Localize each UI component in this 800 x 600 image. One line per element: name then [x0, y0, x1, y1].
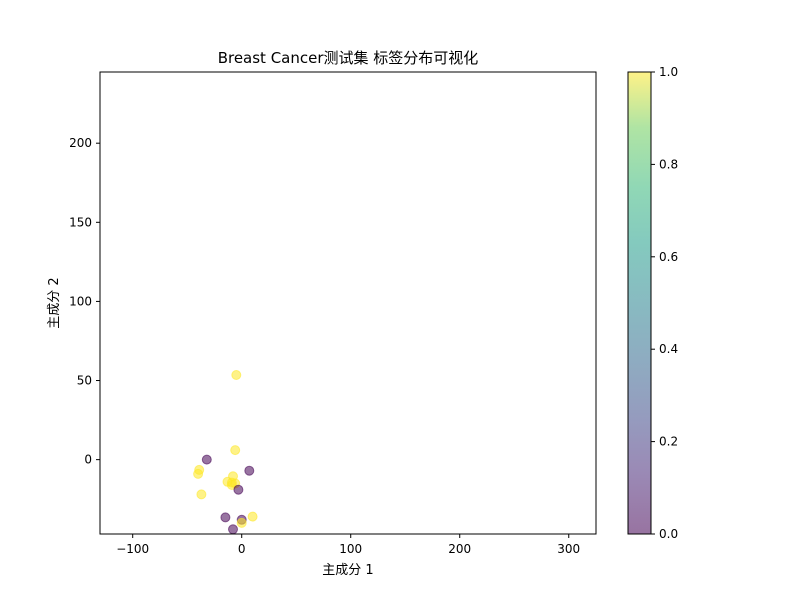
data-point-0	[231, 370, 242, 380]
y-tick-label: 0	[84, 453, 92, 467]
x-tick-label: 200	[448, 542, 471, 556]
data-point-2	[201, 454, 212, 465]
y-tick-label: 50	[77, 374, 92, 388]
data-point-11	[233, 484, 244, 495]
x-axis: −100 0 100 200 300	[116, 534, 580, 556]
chart-title: Breast Cancer测试集 标签分布可视化	[218, 49, 479, 67]
y-tick-label: 200	[69, 136, 92, 150]
x-tick-label: 0	[238, 542, 246, 556]
x-axis-label: 主成分 1	[322, 563, 373, 578]
colorbar-tick-label: 1.0	[659, 65, 678, 79]
colorbar-frame	[627, 71, 652, 535]
x-tick-label: −100	[116, 542, 149, 556]
plot-frame	[99, 71, 597, 535]
colorbar-ticks: 0.0 0.2 0.4 0.6 0.8 1.0	[651, 65, 678, 541]
data-point-14	[247, 511, 258, 522]
data-point-13	[220, 512, 231, 523]
y-axis: 0 50 100 150 200	[69, 136, 100, 467]
data-point-4	[193, 468, 204, 479]
data-point-5	[244, 465, 255, 476]
x-tick-label: 300	[557, 542, 580, 556]
y-tick-label: 150	[69, 215, 92, 229]
colorbar-tick-label: 0.0	[659, 527, 678, 541]
plot-area	[193, 370, 258, 535]
colorbar-gradient	[628, 72, 651, 534]
colorbar: 0.0 0.2 0.4 0.6 0.8 1.0	[627, 65, 678, 541]
colorbar-tick-label: 0.2	[659, 435, 678, 449]
colorbar-tick-label: 0.4	[659, 342, 678, 356]
data-point-16	[236, 517, 247, 528]
colorbar-tick-label: 0.8	[659, 157, 678, 171]
data-point-1	[230, 445, 241, 456]
data-point-17	[228, 524, 238, 535]
colorbar-tick-label: 0.6	[659, 250, 678, 264]
data-point-12	[196, 489, 207, 500]
y-axis-label: 主成分 2	[47, 277, 62, 328]
x-tick-label: 100	[339, 542, 362, 556]
y-tick-label: 100	[69, 294, 92, 308]
